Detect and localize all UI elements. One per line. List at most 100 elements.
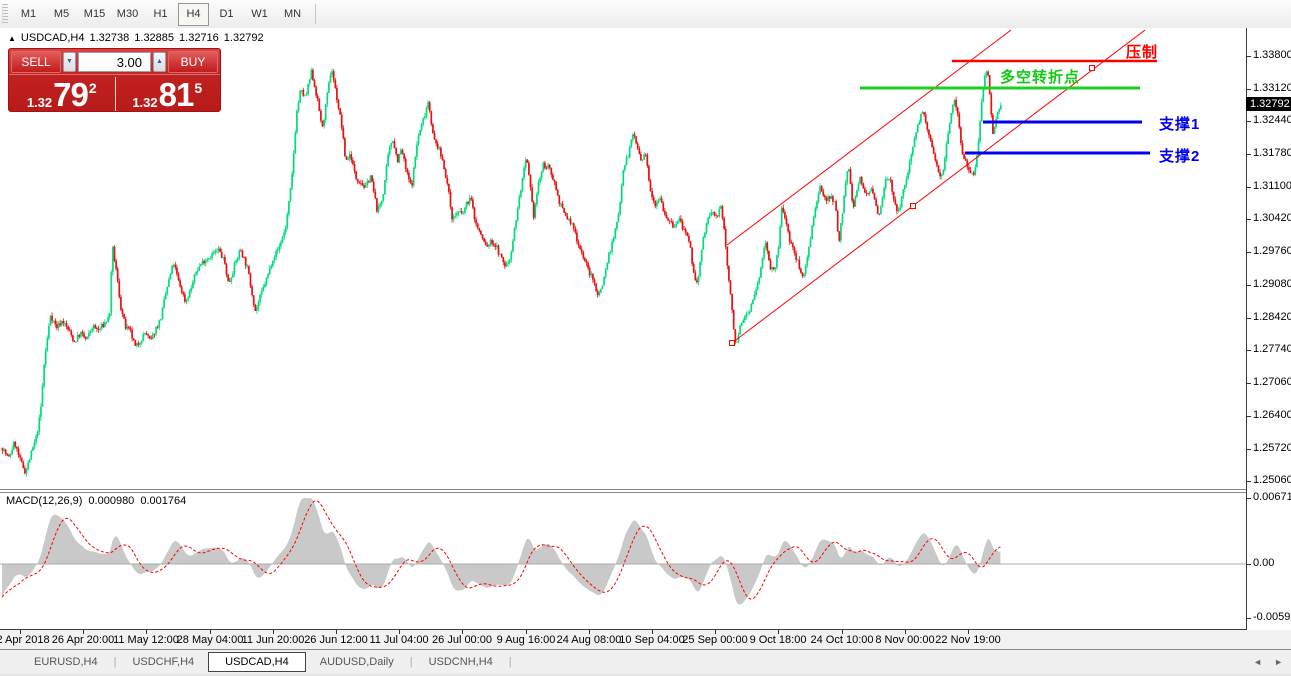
- time-tick-label: 25 Sep 00:00: [682, 634, 748, 646]
- support2-label[interactable]: 支撑2: [1159, 148, 1201, 165]
- channel-lower-handle[interactable]: [910, 203, 916, 209]
- turning-point-label[interactable]: 多空转折点: [1000, 69, 1081, 86]
- price-chart[interactable]: [0, 28, 1246, 489]
- time-tick-label: 12 Apr 2018: [0, 634, 50, 646]
- current-price-tag: 1.32792: [1246, 97, 1291, 111]
- collapse-panel-icon[interactable]: ▲: [8, 33, 16, 43]
- channel-lower-handle[interactable]: [1089, 65, 1095, 71]
- panel-divider[interactable]: [0, 492, 1291, 493]
- time-tickmark: [20, 630, 21, 634]
- tab-usdcad-h4[interactable]: USDCAD,H4: [208, 651, 306, 672]
- timeframe-w1-button[interactable]: W1: [251, 7, 268, 20]
- tab-separator: |: [508, 656, 512, 668]
- volume-input[interactable]: 3.00: [78, 52, 151, 72]
- time-tickmark: [526, 630, 527, 634]
- timeframe-buttons: M1 M5 M15 M30 H1 H4 D1 W1 MN: [12, 0, 309, 28]
- sell-price-prefix: 1.32: [26, 95, 53, 110]
- price-tick-tickmark: [1247, 121, 1251, 122]
- support1-label[interactable]: 支撑1: [1159, 116, 1201, 133]
- price-tick: 1.33120: [1253, 82, 1291, 94]
- panel-divider[interactable]: [0, 489, 1291, 490]
- sell-price-main: 79: [53, 76, 89, 113]
- price-tick: 1.29080: [1253, 278, 1291, 290]
- channel-upper-trendline[interactable]: [726, 29, 1012, 246]
- buy-button[interactable]: BUY: [168, 51, 218, 73]
- price-tick-tickmark: [1247, 383, 1251, 384]
- time-tickmark: [462, 630, 463, 634]
- channel-lower-trendline[interactable]: [731, 29, 1146, 344]
- price-tick-tickmark: [1247, 219, 1251, 220]
- tab-usdchf-h4[interactable]: USDCHF,H4: [132, 656, 195, 668]
- price-tick: 1.31100: [1253, 180, 1291, 192]
- time-tick-label: 26 Apr 20:00: [51, 634, 115, 646]
- chart-header: ▲ USDCAD,H4 1.32738 1.32885 1.32716 1.32…: [8, 32, 264, 44]
- time-tickmark: [146, 630, 147, 634]
- sell-price-pip: 2: [88, 80, 97, 96]
- time-tick-label: 26 Jul 00:00: [432, 634, 492, 646]
- price-axis[interactable]: 1.33800 1.33120 1.32440 1.31780 1.31100 1.304…: [1246, 28, 1291, 630]
- macd-tick-tickmark: [1247, 564, 1251, 565]
- timeframe-d1-button[interactable]: D1: [219, 7, 234, 20]
- macd-name: MACD(12,26,9): [6, 495, 83, 507]
- time-tick-label: 9 Oct 18:00: [749, 634, 807, 646]
- price-tick-tickmark: [1247, 481, 1251, 482]
- timeframe-m15-button[interactable]: M15: [83, 7, 106, 20]
- scroll-left-icon[interactable]: ◄: [1253, 657, 1263, 667]
- ohlc-close: 1.32792: [223, 32, 264, 44]
- time-tickmark: [273, 630, 274, 634]
- time-tickmark: [83, 630, 84, 634]
- price-tick: 1.31780: [1253, 147, 1291, 159]
- timeframe-h1-button[interactable]: H1: [153, 7, 168, 20]
- time-tick-label: 11 May 12:00: [113, 634, 179, 646]
- time-tick-label: 26 Jun 12:00: [304, 634, 368, 646]
- time-tickmark: [589, 630, 590, 634]
- price-tick: 1.26400: [1253, 409, 1291, 421]
- price-tick-tickmark: [1247, 252, 1251, 253]
- price-tick: 1.32440: [1253, 114, 1291, 126]
- sell-button[interactable]: SELL: [11, 51, 61, 73]
- macd-tick-tickmark: [1247, 498, 1251, 499]
- volume-increase-button[interactable]: ▲: [153, 52, 166, 72]
- price-tick: 1.30420: [1253, 212, 1291, 224]
- toolbar-separator: [315, 4, 316, 24]
- scroll-right-icon[interactable]: ►: [1274, 657, 1283, 667]
- price-divider: [114, 77, 116, 111]
- chart-window: ▲ USDCAD,H4 1.32738 1.32885 1.32716 1.32…: [0, 28, 1291, 649]
- buy-price-display[interactable]: 1.32 81 5: [115, 75, 221, 113]
- macd-indicator-panel[interactable]: [0, 493, 1246, 630]
- macd-tick: 0.006718: [1253, 491, 1291, 503]
- channel-lower-handle[interactable]: [729, 340, 735, 346]
- toolbar-grip-handle[interactable]: [2, 4, 8, 24]
- tab-eurusd-h4[interactable]: EURUSD,H4: [34, 656, 98, 668]
- chart-tabs-bar: EURUSD,H4 | USDCHF,H4 USDCAD,H4 AUDUSD,Daily…: [0, 649, 1291, 674]
- tab-audusd-daily[interactable]: AUDUSD,Daily: [319, 656, 394, 668]
- resistance-label[interactable]: 压制: [1126, 44, 1159, 61]
- price-tick: 1.28420: [1253, 311, 1291, 323]
- time-tickmark: [778, 630, 779, 634]
- time-tick-label: 8 Nov 00:00: [875, 634, 935, 646]
- price-tick-tickmark: [1247, 416, 1251, 417]
- timeframe-mn-button[interactable]: MN: [283, 7, 302, 20]
- time-tickmark: [715, 630, 716, 634]
- time-tickmark: [905, 630, 906, 634]
- macd-tick-tickmark: [1247, 618, 1251, 619]
- ohlc-low: 1.32716: [179, 32, 219, 44]
- timeframe-m5-button[interactable]: M5: [53, 7, 70, 20]
- price-tick-tickmark: [1247, 285, 1251, 286]
- timeframe-h4-button[interactable]: H4: [178, 2, 209, 26]
- time-tickmark: [842, 630, 843, 634]
- timeframe-m1-button[interactable]: M1: [20, 7, 37, 20]
- price-tick-tickmark: [1247, 449, 1251, 450]
- time-tick-label: 24 Aug 08:00: [556, 634, 622, 646]
- sell-price-display[interactable]: 1.32 79 2: [9, 75, 115, 113]
- tab-scroll-arrows: ◄ ►: [1253, 657, 1283, 667]
- timeframe-m30-button[interactable]: M30: [116, 7, 139, 20]
- tab-usdcnh-h4[interactable]: USDCNH,H4: [428, 656, 493, 668]
- time-tickmark: [652, 630, 653, 634]
- time-tickmark: [968, 630, 969, 634]
- ohlc-open: 1.32738: [89, 32, 130, 44]
- volume-decrease-button[interactable]: ▼: [63, 52, 76, 72]
- buy-price-prefix: 1.32: [132, 95, 158, 110]
